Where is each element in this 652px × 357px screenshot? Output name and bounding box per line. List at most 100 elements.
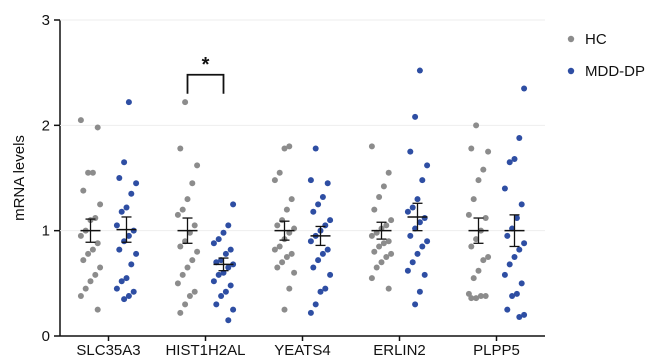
data-point bbox=[189, 257, 196, 264]
data-point bbox=[80, 257, 87, 264]
data-point bbox=[473, 122, 480, 129]
data-point bbox=[419, 177, 426, 184]
data-point bbox=[130, 288, 137, 295]
data-point bbox=[480, 166, 487, 173]
data-point bbox=[194, 162, 201, 169]
data-point bbox=[274, 222, 281, 229]
data-point bbox=[383, 222, 390, 229]
data-point bbox=[470, 196, 477, 203]
data-point bbox=[509, 292, 516, 299]
data-point bbox=[184, 264, 191, 271]
x-category-label: HIST1H2AL bbox=[165, 342, 245, 357]
data-point bbox=[87, 278, 94, 285]
data-point bbox=[380, 240, 387, 247]
data-point bbox=[482, 215, 489, 222]
data-point bbox=[501, 271, 508, 278]
data-point bbox=[504, 232, 511, 239]
y-tick-label: 0 bbox=[42, 328, 50, 345]
data-point bbox=[327, 271, 334, 278]
data-point bbox=[177, 243, 184, 250]
data-point bbox=[121, 159, 128, 166]
data-point bbox=[133, 250, 140, 257]
data-point bbox=[288, 196, 295, 203]
data-point bbox=[113, 285, 120, 292]
data-point bbox=[404, 267, 411, 274]
y-axis: 0 1 2 3 bbox=[42, 12, 545, 345]
data-point bbox=[118, 208, 125, 215]
data-point bbox=[513, 215, 520, 222]
data-point bbox=[77, 232, 84, 239]
data-point bbox=[385, 169, 392, 176]
data-point bbox=[419, 243, 426, 250]
data-point bbox=[407, 232, 414, 239]
data-point bbox=[215, 271, 222, 278]
data-point bbox=[182, 99, 189, 106]
data-point bbox=[179, 271, 186, 278]
data-point bbox=[376, 193, 383, 200]
data-point bbox=[368, 275, 375, 282]
data-point bbox=[506, 159, 513, 166]
data-point bbox=[85, 169, 92, 176]
data-point bbox=[385, 238, 392, 245]
data-point bbox=[174, 280, 181, 287]
data-point bbox=[227, 246, 234, 253]
data-point bbox=[475, 267, 482, 274]
data-point bbox=[388, 217, 395, 224]
y-tick-label: 2 bbox=[42, 117, 50, 134]
data-point bbox=[310, 264, 317, 271]
data-point bbox=[368, 232, 375, 239]
data-point bbox=[324, 246, 331, 253]
data-point bbox=[210, 278, 217, 285]
x-category-label: ERLIN2 bbox=[373, 342, 426, 357]
legend-marker bbox=[567, 35, 575, 43]
data-point bbox=[465, 211, 472, 218]
data-point bbox=[480, 257, 487, 264]
data-point bbox=[511, 156, 518, 163]
data-point bbox=[128, 261, 135, 268]
data-point bbox=[130, 227, 137, 234]
data-point bbox=[307, 309, 314, 316]
data-points bbox=[77, 67, 528, 324]
significance-annotation: * bbox=[186, 54, 225, 94]
data-point bbox=[281, 306, 288, 313]
data-point bbox=[189, 180, 196, 187]
data-point bbox=[327, 217, 334, 224]
data-point bbox=[407, 148, 414, 155]
data-point bbox=[373, 264, 380, 271]
data-point bbox=[501, 185, 508, 192]
data-point bbox=[521, 85, 528, 92]
data-point bbox=[477, 292, 484, 299]
data-point bbox=[322, 285, 329, 292]
data-point bbox=[416, 67, 423, 74]
data-point bbox=[213, 301, 220, 308]
data-point bbox=[77, 292, 84, 299]
data-point bbox=[225, 317, 232, 324]
data-point bbox=[412, 113, 419, 120]
data-point bbox=[516, 246, 523, 253]
data-point bbox=[482, 292, 489, 299]
x-category-label: PLPP5 bbox=[473, 342, 520, 357]
data-point bbox=[315, 257, 322, 264]
data-point bbox=[518, 280, 525, 287]
data-point bbox=[324, 180, 331, 187]
data-point bbox=[191, 222, 198, 229]
legend-label: MDD-DP bbox=[585, 63, 645, 80]
data-point bbox=[312, 145, 319, 152]
data-point bbox=[116, 246, 123, 253]
data-point bbox=[288, 250, 295, 257]
data-point bbox=[385, 285, 392, 292]
data-point bbox=[125, 292, 132, 299]
x-axis: SLC35A3 HIST1H2AL YEATS4 ERLIN2 PLPP5 bbox=[60, 335, 545, 357]
data-point bbox=[307, 177, 314, 184]
data-point bbox=[123, 275, 130, 282]
data-point bbox=[92, 271, 99, 278]
data-point bbox=[371, 206, 378, 213]
data-point bbox=[468, 145, 475, 152]
data-point bbox=[404, 208, 411, 215]
data-point bbox=[123, 204, 130, 211]
data-point bbox=[485, 148, 492, 155]
data-point bbox=[516, 134, 523, 141]
data-point bbox=[473, 295, 480, 302]
data-point bbox=[307, 238, 314, 245]
data-point bbox=[94, 124, 101, 131]
